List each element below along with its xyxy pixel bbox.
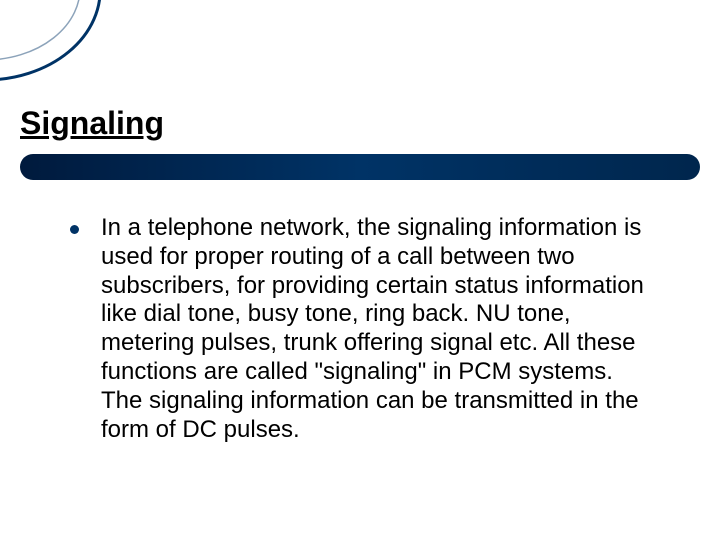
body-area: In a telephone network, the signaling in… bbox=[70, 214, 650, 444]
corner-arc-decoration bbox=[0, 0, 190, 170]
bullet-dot-icon bbox=[70, 225, 79, 234]
slide-title: Signaling bbox=[20, 105, 164, 142]
title-underline-bar bbox=[20, 154, 700, 180]
slide: Signaling In a telephone network, the si… bbox=[0, 0, 720, 540]
title-area: Signaling bbox=[20, 105, 164, 142]
bullet-item: In a telephone network, the signaling in… bbox=[70, 214, 650, 444]
bullet-text: In a telephone network, the signaling in… bbox=[101, 214, 650, 444]
